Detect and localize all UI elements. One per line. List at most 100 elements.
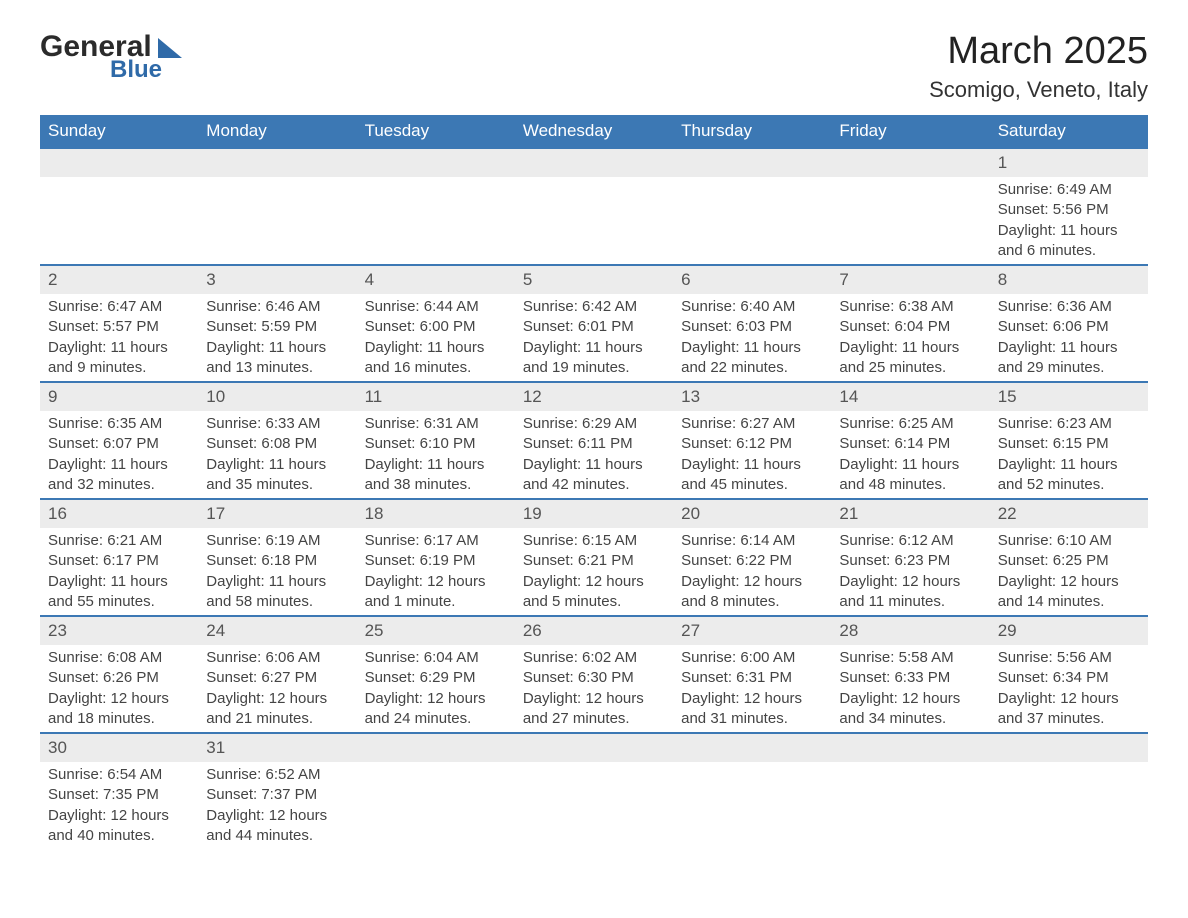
day-detail-cell — [831, 177, 989, 265]
sunrise-line: Sunrise: 6:36 AM — [998, 297, 1140, 317]
day-number-cell: 13 — [673, 382, 831, 411]
sunset-line: Sunset: 6:01 PM — [523, 317, 665, 337]
day-detail-cell: Sunrise: 6:44 AMSunset: 6:00 PMDaylight:… — [357, 294, 515, 382]
day-number-cell — [357, 733, 515, 762]
day-detail-cell: Sunrise: 6:17 AMSunset: 6:19 PMDaylight:… — [357, 528, 515, 616]
sunset-line: Sunset: 6:22 PM — [681, 551, 823, 571]
day-detail-cell: Sunrise: 6:31 AMSunset: 6:10 PMDaylight:… — [357, 411, 515, 499]
day-number-cell: 26 — [515, 616, 673, 645]
sunrise-line: Sunrise: 6:25 AM — [839, 414, 981, 434]
daylight-line: Daylight: 11 hours — [48, 338, 190, 358]
day-number-cell: 3 — [198, 265, 356, 294]
daylight-line: and 24 minutes. — [365, 709, 507, 729]
day-detail-cell: Sunrise: 6:21 AMSunset: 6:17 PMDaylight:… — [40, 528, 198, 616]
daylight-line: Daylight: 12 hours — [681, 572, 823, 592]
daylight-line: and 52 minutes. — [998, 475, 1140, 495]
day-detail-cell: Sunrise: 6:47 AMSunset: 5:57 PMDaylight:… — [40, 294, 198, 382]
page-header: General Blue March 2025 Scomigo, Veneto,… — [40, 30, 1148, 103]
day-number-cell: 24 — [198, 616, 356, 645]
day-number-cell — [357, 148, 515, 177]
daylight-line: and 42 minutes. — [523, 475, 665, 495]
day-number-cell: 20 — [673, 499, 831, 528]
daylight-line: Daylight: 12 hours — [681, 689, 823, 709]
day-detail-cell: Sunrise: 6:02 AMSunset: 6:30 PMDaylight:… — [515, 645, 673, 733]
sunrise-line: Sunrise: 6:47 AM — [48, 297, 190, 317]
daylight-line: Daylight: 11 hours — [681, 338, 823, 358]
day-detail-cell: Sunrise: 6:35 AMSunset: 6:07 PMDaylight:… — [40, 411, 198, 499]
daylight-line: and 5 minutes. — [523, 592, 665, 612]
sunset-line: Sunset: 6:26 PM — [48, 668, 190, 688]
day-number-cell: 5 — [515, 265, 673, 294]
day-number-cell — [198, 148, 356, 177]
sunrise-line: Sunrise: 5:56 AM — [998, 648, 1140, 668]
day-number-cell — [40, 148, 198, 177]
day-detail-cell: Sunrise: 6:08 AMSunset: 6:26 PMDaylight:… — [40, 645, 198, 733]
daylight-line: and 55 minutes. — [48, 592, 190, 612]
day-number-cell — [831, 733, 989, 762]
sunset-line: Sunset: 5:59 PM — [206, 317, 348, 337]
daylight-line: and 14 minutes. — [998, 592, 1140, 612]
sunset-line: Sunset: 6:34 PM — [998, 668, 1140, 688]
daylight-line: Daylight: 11 hours — [365, 338, 507, 358]
daylight-line: and 48 minutes. — [839, 475, 981, 495]
day-detail-cell: Sunrise: 6:46 AMSunset: 5:59 PMDaylight:… — [198, 294, 356, 382]
weekday-header-row: Sunday Monday Tuesday Wednesday Thursday… — [40, 115, 1148, 148]
brand-triangle-icon — [158, 38, 182, 58]
day-detail-cell: Sunrise: 5:56 AMSunset: 6:34 PMDaylight:… — [990, 645, 1148, 733]
daylight-line: and 1 minute. — [365, 592, 507, 612]
daylight-line: and 34 minutes. — [839, 709, 981, 729]
sunrise-line: Sunrise: 6:54 AM — [48, 765, 190, 785]
daylight-line: Daylight: 11 hours — [998, 455, 1140, 475]
sunset-line: Sunset: 6:12 PM — [681, 434, 823, 454]
daylight-line: and 25 minutes. — [839, 358, 981, 378]
day-number-cell: 10 — [198, 382, 356, 411]
sunrise-line: Sunrise: 6:52 AM — [206, 765, 348, 785]
daylight-line: Daylight: 11 hours — [998, 338, 1140, 358]
day-number-cell: 22 — [990, 499, 1148, 528]
daylight-line: Daylight: 11 hours — [365, 455, 507, 475]
daylight-line: and 16 minutes. — [365, 358, 507, 378]
daynum-row: 16171819202122 — [40, 499, 1148, 528]
day-number-cell: 28 — [831, 616, 989, 645]
daylight-line: and 27 minutes. — [523, 709, 665, 729]
calendar-body: 1Sunrise: 6:49 AMSunset: 5:56 PMDaylight… — [40, 148, 1148, 849]
daylight-line: and 11 minutes. — [839, 592, 981, 612]
day-number-cell — [673, 733, 831, 762]
day-detail-cell: Sunrise: 6:52 AMSunset: 7:37 PMDaylight:… — [198, 762, 356, 849]
daylight-line: Daylight: 12 hours — [206, 806, 348, 826]
weekday-header: Sunday — [40, 115, 198, 148]
detail-row: Sunrise: 6:49 AMSunset: 5:56 PMDaylight:… — [40, 177, 1148, 265]
daylight-line: and 44 minutes. — [206, 826, 348, 846]
title-block: March 2025 Scomigo, Veneto, Italy — [929, 30, 1148, 103]
day-number-cell — [515, 733, 673, 762]
sunrise-line: Sunrise: 6:40 AM — [681, 297, 823, 317]
sunset-line: Sunset: 7:35 PM — [48, 785, 190, 805]
sunrise-line: Sunrise: 6:10 AM — [998, 531, 1140, 551]
sunrise-line: Sunrise: 6:44 AM — [365, 297, 507, 317]
day-number-cell: 1 — [990, 148, 1148, 177]
sunrise-line: Sunrise: 6:14 AM — [681, 531, 823, 551]
day-number-cell: 27 — [673, 616, 831, 645]
month-title: March 2025 — [929, 30, 1148, 73]
day-detail-cell: Sunrise: 6:06 AMSunset: 6:27 PMDaylight:… — [198, 645, 356, 733]
daylight-line: and 37 minutes. — [998, 709, 1140, 729]
sunrise-line: Sunrise: 6:23 AM — [998, 414, 1140, 434]
sunrise-line: Sunrise: 6:02 AM — [523, 648, 665, 668]
day-detail-cell: Sunrise: 6:10 AMSunset: 6:25 PMDaylight:… — [990, 528, 1148, 616]
detail-row: Sunrise: 6:35 AMSunset: 6:07 PMDaylight:… — [40, 411, 1148, 499]
sunset-line: Sunset: 6:08 PM — [206, 434, 348, 454]
day-number-cell: 15 — [990, 382, 1148, 411]
sunrise-line: Sunrise: 6:19 AM — [206, 531, 348, 551]
sunset-line: Sunset: 6:14 PM — [839, 434, 981, 454]
day-number-cell: 18 — [357, 499, 515, 528]
day-detail-cell: Sunrise: 6:19 AMSunset: 6:18 PMDaylight:… — [198, 528, 356, 616]
day-detail-cell: Sunrise: 6:12 AMSunset: 6:23 PMDaylight:… — [831, 528, 989, 616]
daylight-line: Daylight: 12 hours — [523, 689, 665, 709]
sunset-line: Sunset: 6:30 PM — [523, 668, 665, 688]
day-number-cell: 4 — [357, 265, 515, 294]
daylight-line: Daylight: 11 hours — [206, 455, 348, 475]
day-detail-cell: Sunrise: 6:29 AMSunset: 6:11 PMDaylight:… — [515, 411, 673, 499]
daylight-line: and 29 minutes. — [998, 358, 1140, 378]
brand-logo: General Blue — [40, 30, 182, 84]
daylight-line: and 6 minutes. — [998, 241, 1140, 261]
